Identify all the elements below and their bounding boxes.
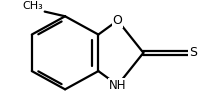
Text: NH: NH	[109, 79, 126, 92]
Text: CH₃: CH₃	[22, 1, 43, 11]
Text: S: S	[189, 46, 197, 59]
Text: O: O	[113, 14, 123, 27]
